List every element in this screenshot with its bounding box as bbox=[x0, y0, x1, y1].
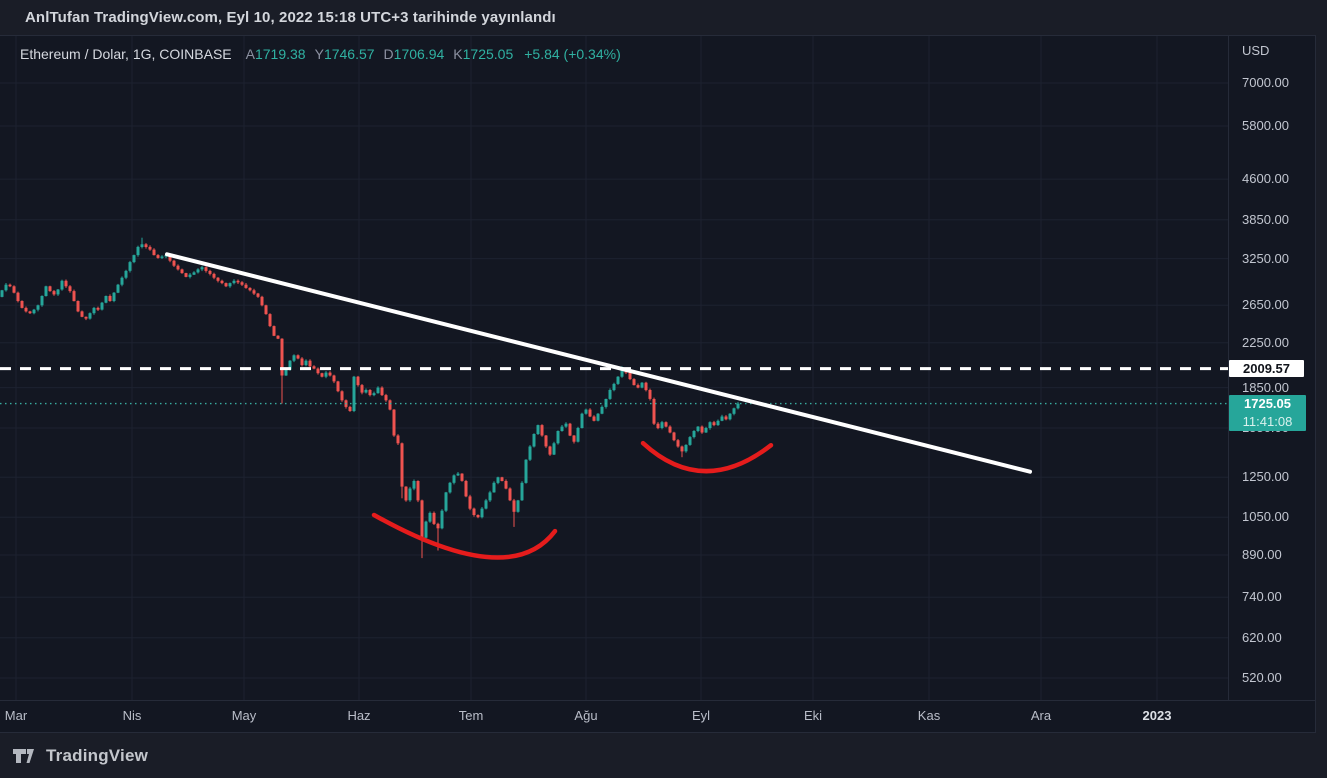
chart-legend: Ethereum / Dolar, 1G, COINBASE A1719.38 Y1… bbox=[20, 46, 621, 62]
red-arc-drawing[interactable] bbox=[640, 440, 774, 474]
high-value: 1746.57 bbox=[323, 46, 375, 62]
publish-info-bar: AnlTufan TradingView.com, Eyl 10, 2022 1… bbox=[0, 0, 1327, 35]
tradingview-brand[interactable]: TradingView bbox=[46, 746, 149, 765]
close-label: K bbox=[453, 46, 463, 62]
tradingview-logo-icon[interactable] bbox=[13, 748, 38, 764]
publish-info-text: AnlTufan TradingView.com, Eyl 10, 2022 1… bbox=[25, 9, 556, 26]
symbol-title[interactable]: Ethereum / Dolar, 1G, COINBASE bbox=[20, 46, 232, 62]
close-value: 1725.05 bbox=[462, 46, 514, 62]
chart-widget bbox=[0, 35, 1316, 733]
change-value: +5.84 (+0.34%) bbox=[524, 46, 621, 62]
open-label: A bbox=[245, 46, 255, 62]
red-arc-drawing[interactable] bbox=[371, 512, 558, 560]
high-label: Y bbox=[314, 46, 324, 62]
footer: TradingView bbox=[13, 743, 148, 769]
open-value: 1719.38 bbox=[254, 46, 306, 62]
low-value: 1706.94 bbox=[393, 46, 445, 62]
low-label: D bbox=[383, 46, 394, 62]
